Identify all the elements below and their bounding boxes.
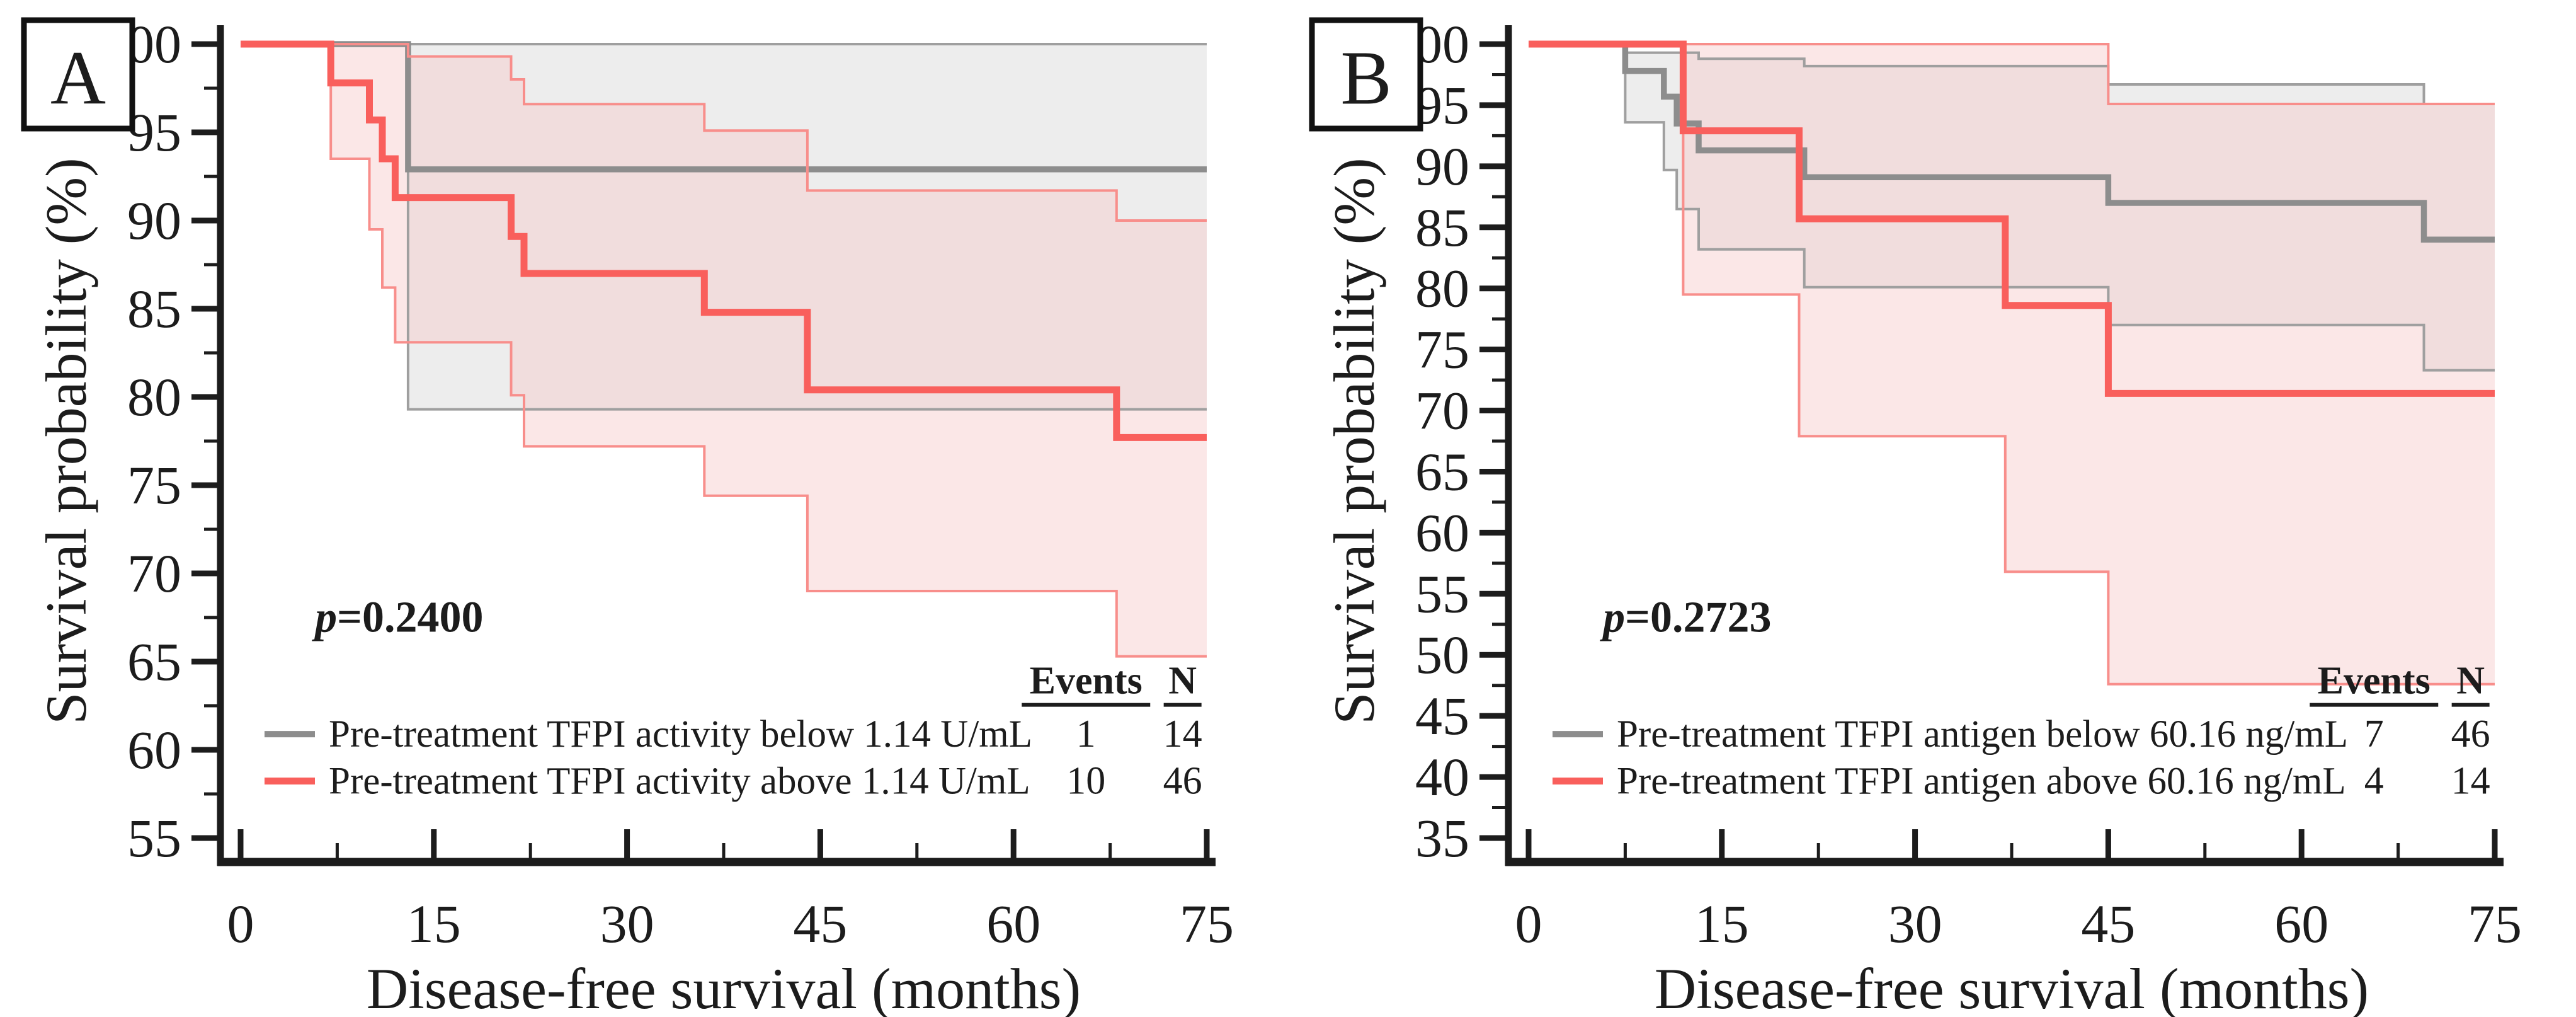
ci-lower-line-above — [1529, 43, 2495, 686]
km-curve-above — [1529, 40, 2495, 397]
y-tick-label: 90 — [127, 190, 181, 251]
x-axis-title: Disease-free survival (months) — [1655, 957, 2369, 1017]
panel-a: 55 60 65 70 75 80 85 90 95 100 0 15 30 45 60 75 Survival… — [21, 14, 1234, 1017]
y-tick-label: 55 — [127, 808, 181, 868]
y-tick-label: 90 — [1415, 136, 1469, 197]
legend-events-value-below: 1 — [1076, 713, 1096, 756]
legend-n-value-below: 14 — [1163, 713, 1202, 756]
x-tick-label: 30 — [1888, 893, 1942, 954]
legend-events-header: Events — [2318, 660, 2431, 703]
y-tick-label: 80 — [127, 367, 181, 427]
legend-events-value-above: 4 — [2364, 759, 2384, 802]
y-tick-label: 35 — [1415, 808, 1469, 868]
ci-lower-line-below — [1529, 43, 2495, 372]
legend: Events N Pre-treatment TFPI antigen below … — [1553, 660, 2490, 802]
y-tick-label: 45 — [1415, 686, 1469, 746]
y-tick-label: 75 — [1415, 319, 1469, 380]
x-tick-label: 75 — [2468, 893, 2522, 954]
y-tick-label: 70 — [1415, 381, 1469, 441]
x-tick-label: 45 — [2081, 893, 2135, 954]
legend-events-header: Events — [1030, 660, 1143, 703]
legend-label-above: Pre-treatment TFPI activity above 1.14 U… — [329, 760, 1030, 802]
legend-n-value-above: 46 — [1163, 759, 1202, 802]
legend-label-below: Pre-treatment TFPI activity below 1.14 U… — [329, 713, 1032, 756]
x-tick-label: 15 — [1695, 893, 1749, 954]
ci-upper-line-above — [1529, 43, 2495, 105]
y-tick-label: 95 — [127, 102, 181, 163]
legend-label-below: Pre-treatment TFPI antigen below 60.16 n… — [1617, 713, 2348, 756]
panel-label: B — [1340, 36, 1391, 121]
y-tick-label: 65 — [127, 631, 181, 692]
y-tick-label: 60 — [127, 720, 181, 780]
x-tick-label: 30 — [600, 893, 654, 954]
y-axis-title: Survival probability (%) — [1322, 158, 1386, 724]
x-axis-title: Disease-free survival (months) — [367, 957, 1081, 1017]
x-tick-label: 45 — [793, 893, 847, 954]
legend-n-header: N — [2456, 660, 2485, 703]
y-tick-label: 65 — [1415, 441, 1469, 502]
p-value: p=0.2400 — [312, 593, 483, 641]
y-tick-label: 60 — [1415, 502, 1469, 563]
x-tick-label: 75 — [1180, 893, 1234, 954]
y-tick-label: 40 — [1415, 747, 1469, 807]
y-tick-label: 55 — [1415, 563, 1469, 624]
y-tick-label: 85 — [1415, 197, 1469, 258]
y-tick-label: 70 — [127, 543, 181, 604]
panel-b: 35 40 45 50 55 60 65 70 75 80 85 90 95 100 0 15 30 45 60 75… — [1288, 0, 2576, 1017]
panel-label-box — [21, 17, 135, 132]
panel-label-box — [1309, 17, 1423, 132]
km-curve-below — [1529, 41, 2495, 243]
ci-lower-line-above — [241, 43, 1207, 658]
y-tick-label: 75 — [127, 455, 181, 515]
legend: Events N Pre-treatment TFPI activity below… — [265, 660, 1202, 802]
x-tick-label: 0 — [227, 893, 254, 954]
legend-n-header: N — [1168, 660, 1197, 703]
ci-band-below — [241, 44, 1207, 410]
legend-n-value-above: 14 — [2451, 759, 2490, 802]
ci-upper-line-above — [241, 43, 1207, 222]
y-axis-title: Survival probability (%) — [34, 158, 98, 724]
legend-events-value-below: 7 — [2364, 713, 2384, 756]
x-tick-label: 15 — [407, 893, 461, 954]
x-tick-label: 0 — [1515, 893, 1542, 954]
x-tick-label: 60 — [2274, 893, 2328, 954]
y-tick-label: 80 — [1415, 258, 1469, 319]
km-curve-above — [241, 40, 1207, 441]
legend-label-above: Pre-treatment TFPI antigen above 60.16 n… — [1617, 760, 2346, 802]
panel-label: A — [50, 36, 106, 121]
legend-events-value-above: 10 — [1066, 759, 1105, 802]
legend-n-value-below: 46 — [2451, 713, 2490, 756]
y-tick-label: 50 — [1415, 624, 1469, 685]
y-tick-label: 85 — [127, 279, 181, 339]
y-tick-label: 95 — [1415, 75, 1469, 135]
p-value: p=0.2723 — [1600, 593, 1771, 641]
ci-band-below — [1529, 44, 2495, 371]
x-tick-label: 60 — [986, 893, 1040, 954]
